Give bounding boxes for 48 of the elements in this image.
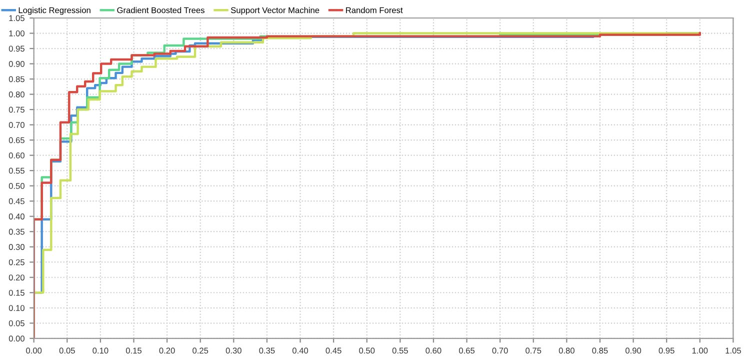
y-tick-label: 0.35 — [8, 228, 24, 235]
x-tick-label: 0.35 — [259, 348, 275, 354]
x-tick-label: 0.50 — [359, 348, 375, 354]
x-tick-label: 0.60 — [426, 348, 442, 354]
y-tick-label: 0.00 — [8, 336, 24, 342]
y-tick-label: 0.20 — [8, 274, 24, 280]
y-tick-label: 0.95 — [8, 46, 24, 52]
x-tick-label: 0.55 — [392, 348, 408, 354]
y-tick-label: 0.70 — [8, 122, 24, 128]
y-tick-label: 1.05 — [9, 15, 24, 22]
y-tick-label: 0.80 — [8, 91, 24, 98]
y-tick-label: 0.25 — [8, 259, 24, 266]
y-tick-label: 0.60 — [8, 152, 24, 158]
x-tick-label: 0.00 — [26, 348, 42, 354]
y-tick-label: 0.40 — [8, 214, 24, 220]
x-tick-label: 0.80 — [558, 348, 574, 354]
x-tick-label: 0.75 — [526, 348, 542, 354]
x-tick-label: 0.40 — [292, 348, 308, 354]
x-tick-label: 0.10 — [92, 348, 108, 354]
y-tick-label: 0.90 — [8, 60, 24, 67]
x-tick-label: 0.90 — [626, 348, 642, 354]
x-tick-label: 0.95 — [658, 348, 674, 354]
y-tick-label: 0.75 — [8, 106, 24, 113]
x-tick-label: 0.45 — [326, 348, 342, 354]
x-tick-label: 0.15 — [126, 348, 142, 354]
x-tick-label: 0.85 — [592, 348, 608, 354]
y-tick-label: 0.05 — [8, 320, 24, 326]
y-tick-label: 0.65 — [8, 137, 24, 144]
x-tick-label: 0.65 — [458, 348, 475, 354]
legend-label: Gradient Boosted Trees — [117, 7, 204, 14]
legend-label: Logistic Regression — [18, 7, 90, 15]
y-tick-label: 0.50 — [8, 183, 24, 189]
y-tick-label: 0.45 — [8, 198, 24, 204]
y-tick-label: 0.30 — [8, 244, 24, 250]
y-tick-label: 0.10 — [8, 305, 24, 311]
x-tick-label: 1.05 — [726, 348, 741, 354]
x-tick-label: 0.05 — [59, 348, 75, 354]
legend-label: Random Forest — [346, 7, 403, 14]
y-tick-label: 1.00 — [9, 30, 24, 36]
legend-label: Support Vector Machine — [230, 7, 320, 15]
y-tick-label: 0.85 — [8, 76, 24, 82]
x-tick-label: 0.70 — [492, 348, 508, 354]
y-tick-label: 0.55 — [8, 168, 24, 174]
y-tick-label: 0.15 — [8, 290, 24, 296]
x-tick-label: 1.00 — [692, 348, 708, 354]
x-tick-label: 0.25 — [192, 348, 208, 354]
x-tick-label: 0.20 — [159, 348, 175, 354]
x-tick-label: 0.30 — [226, 348, 242, 354]
